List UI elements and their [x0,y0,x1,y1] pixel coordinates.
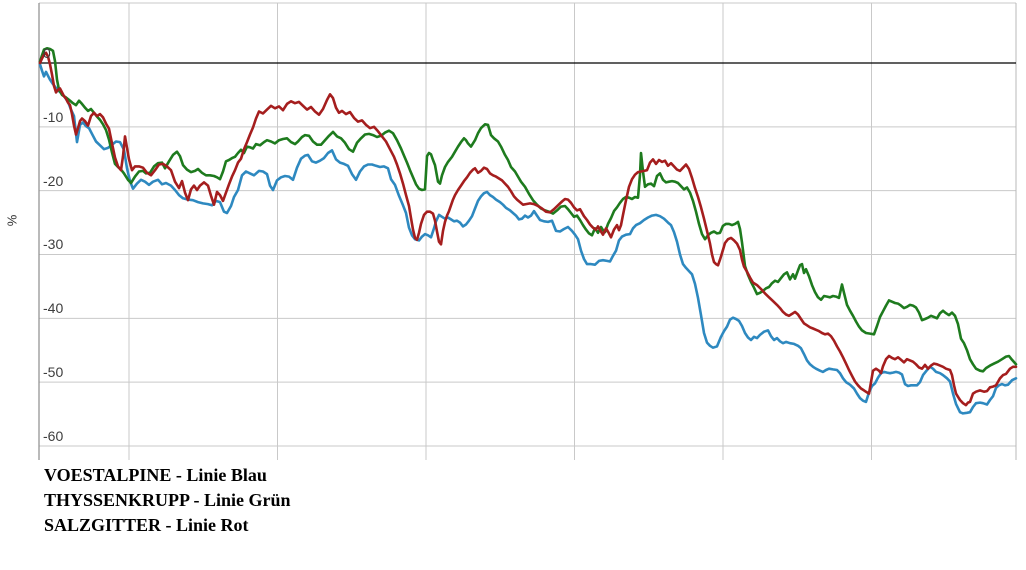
y-tick-label: -20 [43,172,64,189]
series-line-voestalpine [38,63,1018,415]
legend-item-voestalpine: VOESTALPINE - Linie Blau [44,465,267,485]
series-line-thyssenkrupp [38,46,1018,373]
legend-item-thyssenkrupp: THYSSENKRUPP - Linie Grün [44,490,291,510]
y-tick-label: -50 [43,364,64,381]
y-tick-label: -30 [43,236,64,253]
legend: VOESTALPINE - Linie Blau THYSSENKRUPP - … [44,463,291,538]
series-line-salzgitter [38,51,1018,407]
y-tick-label: -60 [43,427,64,444]
y-tick-label: -40 [43,300,64,317]
y-tick-label: 0 [43,45,51,61]
y-tick-label: -10 [43,108,64,125]
legend-item-salzgitter: SALZGITTER - Linie Rot [44,515,249,535]
y-axis-label: % [4,214,20,227]
